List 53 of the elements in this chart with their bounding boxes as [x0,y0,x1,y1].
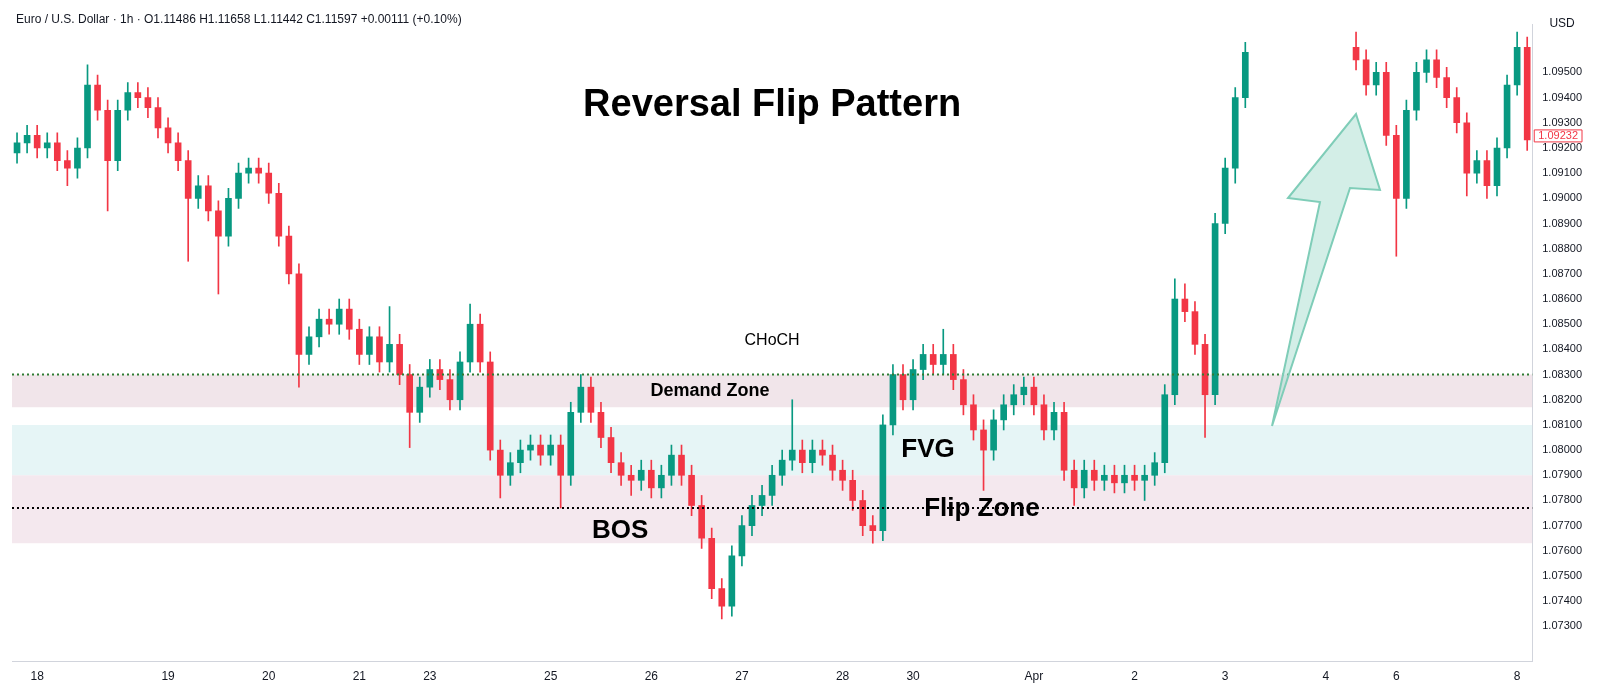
x-tick-label: 8 [1513,669,1521,684]
y-tick-label: 1.08300 [1542,367,1582,380]
candlestick [869,515,877,544]
x-tick-label: 23 [423,669,437,684]
text: Reversal Flip Pattern [583,82,962,125]
x-tick-label: 28 [835,669,850,684]
y-tick-label: 1.09500 [1542,65,1582,78]
y-tick-label: 1.07400 [1542,594,1582,607]
x-tick-label: 3 [1221,669,1229,684]
x-tick-label: 2 [1131,669,1139,684]
y-tick-label: 1.09200 [1542,141,1582,153]
y-tick-label: 1.08500 [1542,317,1582,330]
y-tick-label: 1.07500 [1542,569,1582,582]
y-tick-label: 1.07300 [1542,619,1582,632]
candlestick [325,308,333,335]
y-tick-label: 1.08100 [1542,417,1582,430]
band-label: FVG [901,433,955,464]
y-tick-label: 1.08900 [1542,216,1582,229]
candlestick [627,464,635,496]
y-tick-label: 1.09100 [1542,166,1582,179]
y-tick-label: 1.07800 [1542,493,1582,506]
candlestick [788,399,796,471]
y-tick-label: 1.08400 [1542,342,1582,355]
candlestick [134,82,142,109]
chart-subtitle: Euro / U.S. Dollar · 1h · O1.11486 H1.11658 L1.11442 C1.11597 +0.00111 (+0.10%) [16,12,462,27]
x-tick-label: 26 [644,669,659,684]
x-tick-label: Apr [1024,669,1044,684]
y-tick-label: 1.09000 [1542,191,1582,204]
y-tick-label: 1.08000 [1542,443,1582,456]
x-tick-label: 6 [1392,669,1400,684]
y-tick-label: 1.07600 [1542,543,1582,556]
x-tick-label: 30 [906,669,921,684]
x-tick-label: 21 [352,669,367,684]
y-tick-label: 1.09300 [1542,115,1582,128]
x-tick-label: 25 [543,669,558,684]
y-axis-title: USD [1549,16,1576,31]
candlestick [43,132,51,159]
ref-line-label: CHoCH [744,330,800,348]
text: 1.09232 [1538,128,1578,141]
y-tick-label: 1.08200 [1542,392,1582,405]
x-tick-label: 27 [735,669,749,684]
x-tick-label: 19 [161,669,176,684]
y-tick-label: 1.08800 [1542,241,1582,254]
y-tick-label: 1.09400 [1542,90,1582,103]
y-tick-label: 1.07700 [1542,518,1582,531]
x-tick-label: 18 [30,669,45,684]
y-tick-label: 1.08600 [1542,292,1582,305]
y-tick-label: 1.07900 [1542,468,1582,481]
x-tick-label: 4 [1322,669,1330,684]
y-tick-label: 1.08700 [1542,266,1582,279]
band-label: Demand Zone [650,379,770,400]
x-tick-label: 20 [262,669,276,684]
ref-line-label: BOS [591,514,649,545]
